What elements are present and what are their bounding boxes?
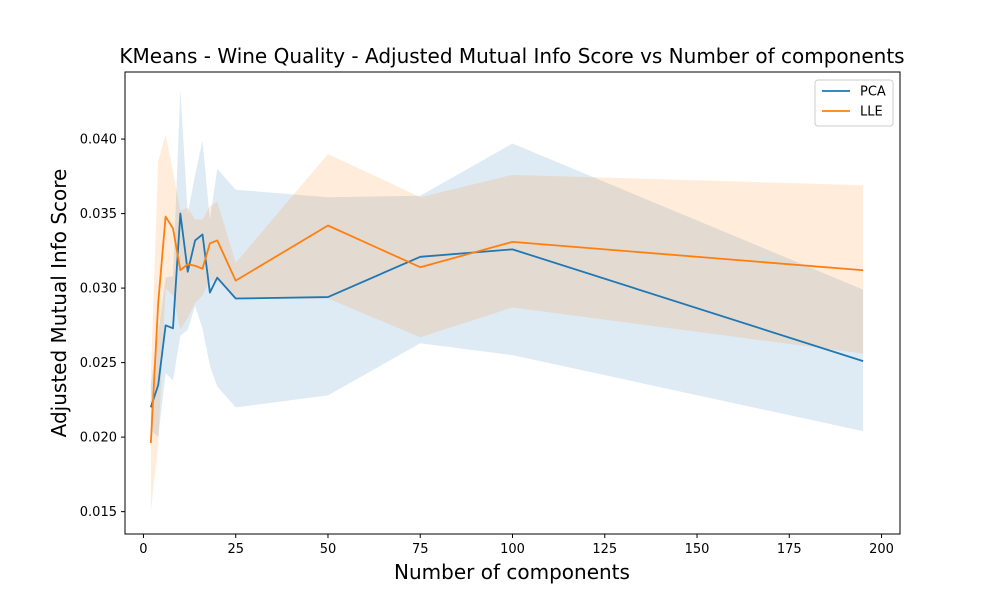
- legend: PCA LLE: [814, 79, 894, 127]
- x-tick-label: 200: [869, 542, 894, 557]
- chart-title: KMeans - Wine Quality - Adjusted Mutual …: [119, 44, 904, 68]
- lle-band: [150, 134, 864, 512]
- pca-line: [149, 212, 864, 408]
- x-tick-label: 125: [592, 542, 617, 557]
- y-tick-label: 0.040: [80, 133, 117, 148]
- y-tick-label: 0.025: [80, 356, 117, 371]
- x-tick-label: 75: [412, 542, 429, 557]
- x-tick-label: 50: [320, 542, 337, 557]
- y-tick-label: 0.020: [80, 431, 117, 446]
- x-axis-label: Number of components: [394, 560, 630, 584]
- y-tick-label: 0.015: [80, 505, 117, 520]
- y-axis-label: Adjusted Mutual Info Score: [47, 169, 71, 438]
- series-lines: [149, 212, 864, 444]
- x-tick-label: 100: [500, 542, 525, 557]
- x-axis-ticks: 0 25 50 75 100 125 150 175 200: [139, 534, 894, 557]
- x-tick-label: 25: [227, 542, 244, 557]
- y-axis-ticks: 0.015 0.020 0.025 0.030 0.035 0.040: [80, 133, 125, 520]
- legend-label-pca: PCA: [860, 85, 886, 100]
- x-tick-label: 150: [685, 542, 710, 557]
- y-tick-label: 0.035: [80, 207, 117, 222]
- confidence-bands: [150, 89, 864, 512]
- legend-label-lle: LLE: [860, 105, 883, 120]
- x-tick-label: 0: [139, 542, 147, 557]
- pca-band: [150, 89, 864, 438]
- x-tick-label: 175: [777, 542, 802, 557]
- y-tick-label: 0.030: [80, 282, 117, 297]
- lle-line: [149, 215, 864, 444]
